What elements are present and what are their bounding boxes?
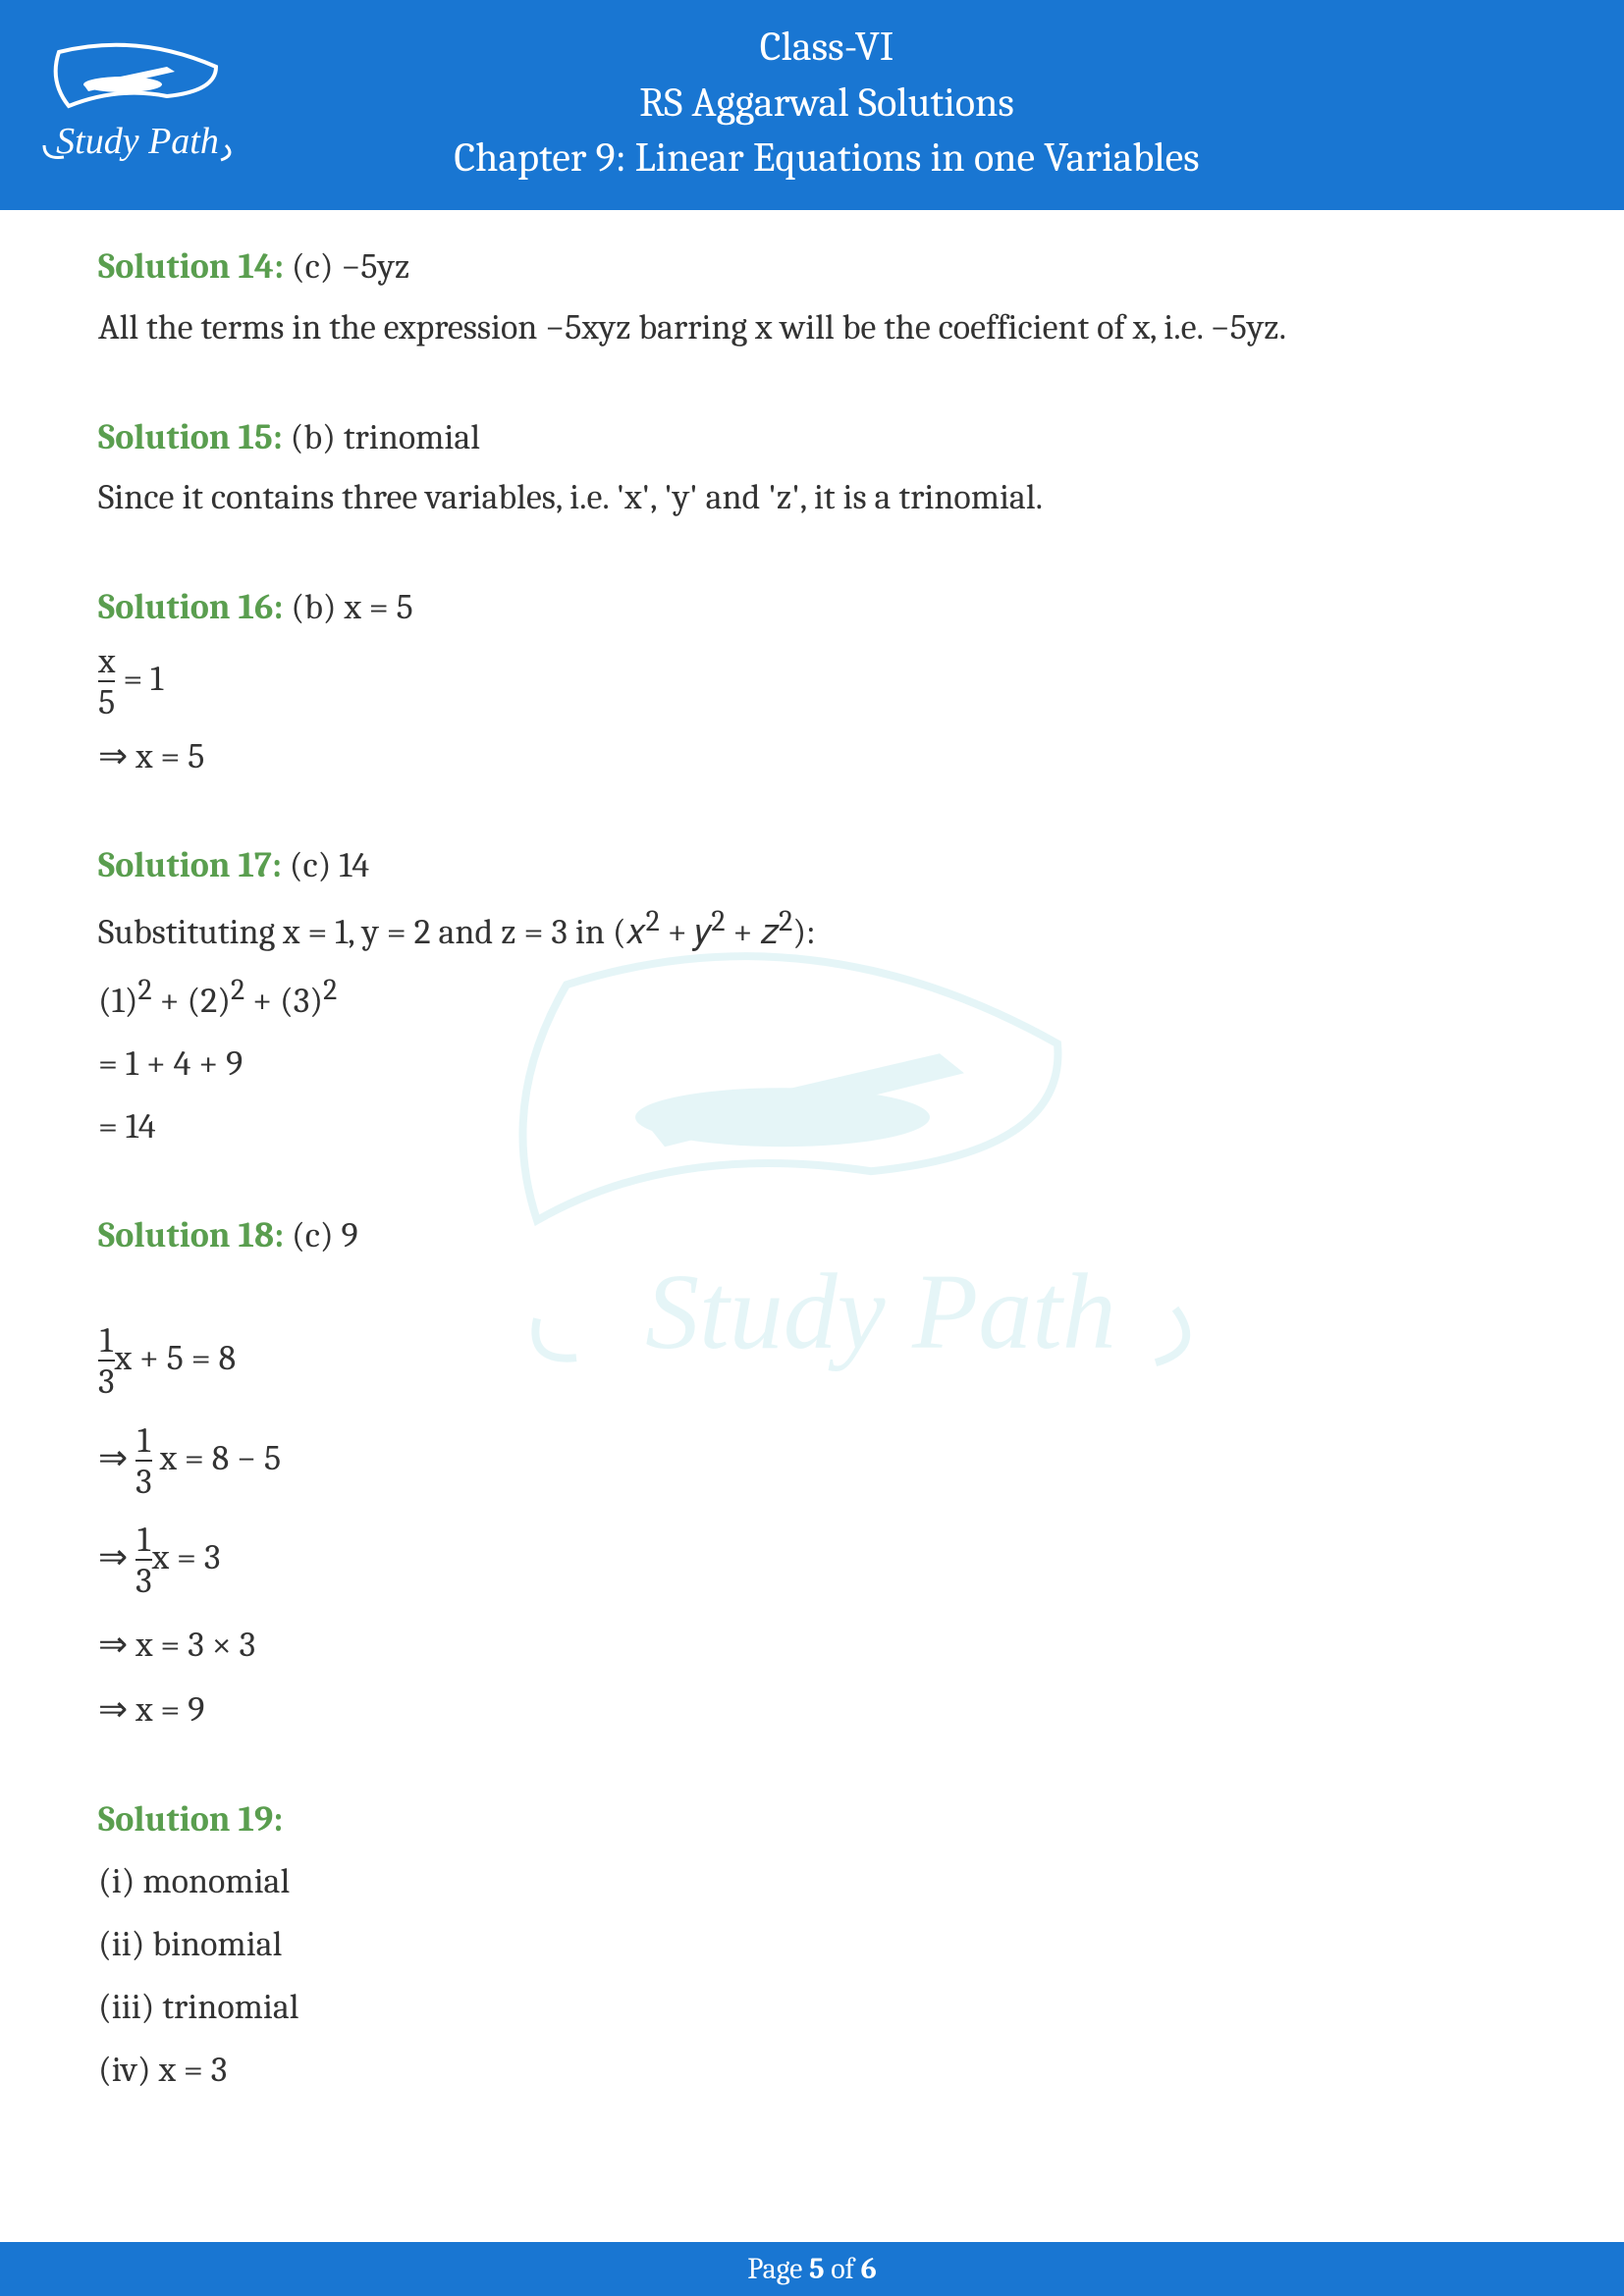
solution-label: Solution 15: bbox=[98, 417, 283, 457]
answer-text: (b) x = 5 bbox=[291, 587, 412, 627]
fraction-denominator: 3 bbox=[135, 1460, 152, 1501]
explanation-text: All the terms in the expression −5xyz ba… bbox=[98, 300, 1526, 355]
equation-step: ⇒ x = 9 bbox=[98, 1682, 1526, 1737]
fraction-denominator: 3 bbox=[98, 1360, 115, 1401]
equation-step: ⇒ 1 3 x = 8 − 5 bbox=[98, 1422, 1526, 1501]
solution-label: Solution 17: bbox=[98, 845, 282, 885]
solution-label: Solution 18: bbox=[98, 1215, 284, 1255]
equation-step: 1 3 x + 5 = 8 bbox=[98, 1322, 1526, 1401]
equation-rhs: = 1 bbox=[123, 659, 163, 699]
explanation-text: Since it contains three variables, i.e. … bbox=[98, 470, 1526, 525]
list-item: (iii) trinomial bbox=[98, 1980, 1526, 2035]
answer-text: (c) 9 bbox=[292, 1215, 358, 1255]
page-total: 6 bbox=[861, 2252, 877, 2286]
equation-step: ⇒ x = 5 bbox=[98, 729, 1526, 784]
equation-step: ⇒ 1 3 x = 3 bbox=[98, 1522, 1526, 1600]
list-item: (i) monomial bbox=[98, 1854, 1526, 1909]
solution-label: Solution 19: bbox=[98, 1799, 283, 1840]
footer-text: Page bbox=[747, 2252, 809, 2286]
fraction-numerator: 1 bbox=[98, 1322, 115, 1360]
header-class: Class-VI bbox=[275, 20, 1379, 76]
answer-text: (b) trinomial bbox=[291, 417, 480, 457]
equation-step: x 5 = 1 bbox=[98, 643, 1526, 721]
page-number: 5 bbox=[809, 2252, 825, 2286]
page-header: Study Path Class-VI RS Aggarwal Solution… bbox=[0, 0, 1624, 210]
solution-19: Solution 19: (i) monomial (ii) binomial … bbox=[98, 1792, 1526, 2098]
footer-text: of bbox=[825, 2252, 861, 2286]
equation-step: = 1 + 4 + 9 bbox=[98, 1037, 1526, 1092]
fraction-denominator: 3 bbox=[135, 1559, 152, 1600]
equation-step: = 14 bbox=[98, 1099, 1526, 1154]
solution-18: Solution 18: (c) 9 1 3 x + 5 = 8 ⇒ 1 3 x… bbox=[98, 1208, 1526, 1736]
solution-17: Solution 17: (c) 14 Substituting x = 1, … bbox=[98, 838, 1526, 1153]
logo: Study Path bbox=[29, 37, 245, 169]
logo-text: Study Path bbox=[56, 121, 219, 162]
answer-text: (c) −5yz bbox=[292, 246, 409, 287]
header-title-block: Class-VI RS Aggarwal Solutions Chapter 9… bbox=[275, 20, 1595, 187]
fraction-numerator: 1 bbox=[135, 1522, 152, 1559]
solution-label: Solution 14: bbox=[98, 246, 284, 287]
fraction-numerator: x bbox=[98, 643, 115, 680]
fraction-numerator: 1 bbox=[135, 1422, 152, 1460]
solution-15: Solution 15: (b) trinomial Since it cont… bbox=[98, 410, 1526, 526]
page-footer: Page 5 of 6 bbox=[0, 2242, 1624, 2296]
equation-step: ⇒ x = 3 × 3 bbox=[98, 1618, 1526, 1673]
page-content: Solution 14: (c) −5yz All the terms in t… bbox=[0, 210, 1624, 2098]
solution-14: Solution 14: (c) −5yz All the terms in t… bbox=[98, 240, 1526, 355]
list-item: (ii) binomial bbox=[98, 1917, 1526, 1972]
answer-text: (c) 14 bbox=[290, 845, 369, 885]
header-book: RS Aggarwal Solutions bbox=[275, 76, 1379, 132]
study-path-logo-icon: Study Path bbox=[29, 37, 245, 165]
solution-label: Solution 16: bbox=[98, 587, 283, 627]
equation-step: (1)2 + (2)2 + (3)2 bbox=[98, 968, 1526, 1029]
header-chapter: Chapter 9: Linear Equations in one Varia… bbox=[275, 131, 1379, 187]
list-item: (iv) x = 3 bbox=[98, 2043, 1526, 2098]
fraction-denominator: 5 bbox=[98, 680, 115, 721]
equation-step: Substituting x = 1, y = 2 and z = 3 in (… bbox=[98, 899, 1526, 960]
solution-16: Solution 16: (b) x = 5 x 5 = 1 ⇒ x = 5 bbox=[98, 580, 1526, 783]
